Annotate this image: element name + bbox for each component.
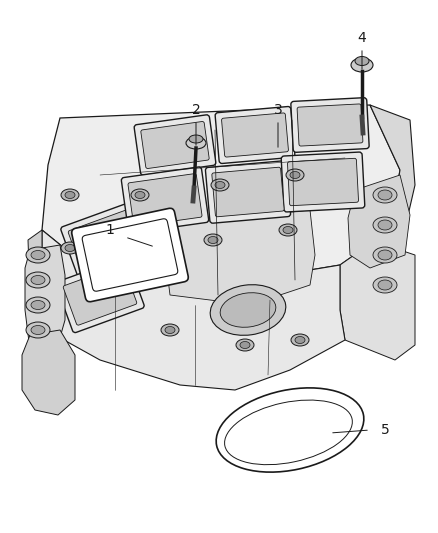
Text: 1: 1 [106,223,114,237]
Polygon shape [348,175,410,268]
Ellipse shape [215,182,225,189]
Ellipse shape [65,191,75,198]
Ellipse shape [65,245,75,252]
Ellipse shape [290,172,300,179]
FancyBboxPatch shape [61,203,149,278]
FancyBboxPatch shape [291,98,369,152]
Ellipse shape [161,324,179,336]
Ellipse shape [211,179,229,191]
Ellipse shape [26,297,50,313]
Text: 4: 4 [357,31,366,45]
Ellipse shape [186,137,206,149]
FancyBboxPatch shape [121,167,208,233]
Ellipse shape [31,276,45,285]
Ellipse shape [378,220,392,230]
FancyBboxPatch shape [212,167,284,217]
Ellipse shape [373,217,397,233]
FancyBboxPatch shape [72,208,188,302]
Ellipse shape [165,327,175,334]
FancyBboxPatch shape [82,219,178,291]
FancyBboxPatch shape [297,104,363,146]
Ellipse shape [135,191,145,198]
Ellipse shape [378,280,392,290]
Ellipse shape [26,322,50,338]
Text: 2: 2 [192,103,200,117]
Ellipse shape [286,169,304,181]
Ellipse shape [351,58,373,72]
FancyBboxPatch shape [205,161,290,223]
Ellipse shape [31,326,45,335]
Ellipse shape [295,336,305,343]
Ellipse shape [240,342,250,349]
Ellipse shape [131,189,149,201]
Ellipse shape [355,56,369,66]
FancyBboxPatch shape [63,265,137,325]
Ellipse shape [279,224,297,236]
Ellipse shape [26,247,50,263]
Text: 3: 3 [274,103,283,117]
Polygon shape [28,230,42,300]
Ellipse shape [26,272,50,288]
Ellipse shape [378,190,392,200]
Ellipse shape [31,301,45,310]
Polygon shape [42,230,345,390]
Ellipse shape [225,400,352,465]
Ellipse shape [210,285,286,335]
FancyBboxPatch shape [281,152,365,212]
Ellipse shape [208,237,218,244]
Ellipse shape [373,247,397,263]
Polygon shape [42,105,400,285]
Ellipse shape [61,189,79,201]
FancyBboxPatch shape [215,107,295,164]
Ellipse shape [236,339,254,351]
Ellipse shape [61,242,79,254]
Ellipse shape [373,187,397,203]
Polygon shape [370,105,415,260]
Ellipse shape [291,334,309,346]
Ellipse shape [216,388,364,472]
FancyBboxPatch shape [134,115,216,175]
Ellipse shape [189,135,203,143]
Polygon shape [22,330,75,415]
Text: 5: 5 [381,423,389,437]
Ellipse shape [204,234,222,246]
Polygon shape [25,245,65,355]
FancyBboxPatch shape [56,257,144,333]
FancyBboxPatch shape [141,122,209,168]
Polygon shape [165,210,315,305]
FancyBboxPatch shape [68,210,142,270]
FancyBboxPatch shape [222,113,288,157]
Ellipse shape [124,242,142,254]
Ellipse shape [378,250,392,260]
Polygon shape [340,230,415,360]
Ellipse shape [128,245,138,252]
Ellipse shape [373,277,397,293]
Ellipse shape [31,251,45,260]
Ellipse shape [283,227,293,233]
FancyBboxPatch shape [128,174,202,227]
FancyBboxPatch shape [287,158,359,206]
Ellipse shape [220,293,276,327]
